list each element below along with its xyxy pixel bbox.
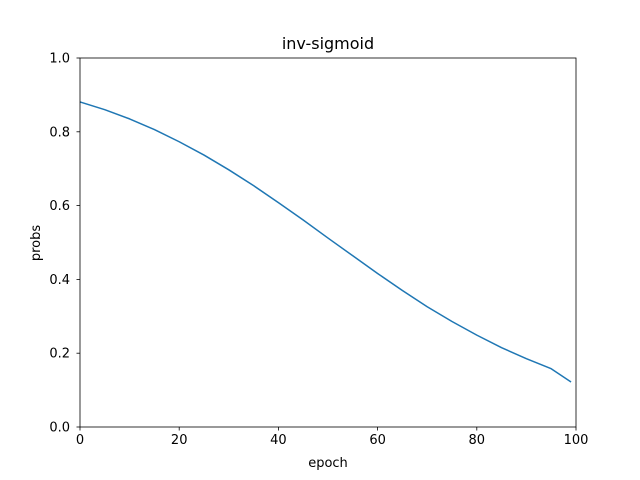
y-tick-label: 0.6: [49, 199, 70, 214]
y-axis-ticks: 0.0 0.2 0.4 0.6 0.8 1.0: [49, 52, 80, 436]
y-tick-label: 1.0: [49, 52, 70, 67]
x-tick-label: 80: [469, 433, 486, 448]
series-line-0: [79, 101, 572, 383]
plot-area: [79, 57, 577, 428]
x-tick-label: 40: [270, 433, 287, 448]
x-tick-label: 60: [369, 433, 386, 448]
chart-title: inv-sigmoid: [282, 34, 374, 53]
y-tick-label: 0.0: [49, 421, 70, 436]
y-tick-label: 0.8: [49, 125, 70, 140]
x-tick-label: 0: [76, 433, 84, 448]
y-axis-label: probs: [29, 225, 44, 262]
x-tick-label: 100: [564, 433, 589, 448]
x-axis-ticks: 0 20 40 60 80 100: [76, 427, 589, 448]
y-tick-label: 0.2: [49, 347, 70, 362]
x-tick-label: 20: [171, 433, 188, 448]
plot-frame: [79, 57, 577, 428]
y-tick-label: 0.4: [49, 273, 70, 288]
x-axis-label: epoch: [308, 456, 348, 471]
